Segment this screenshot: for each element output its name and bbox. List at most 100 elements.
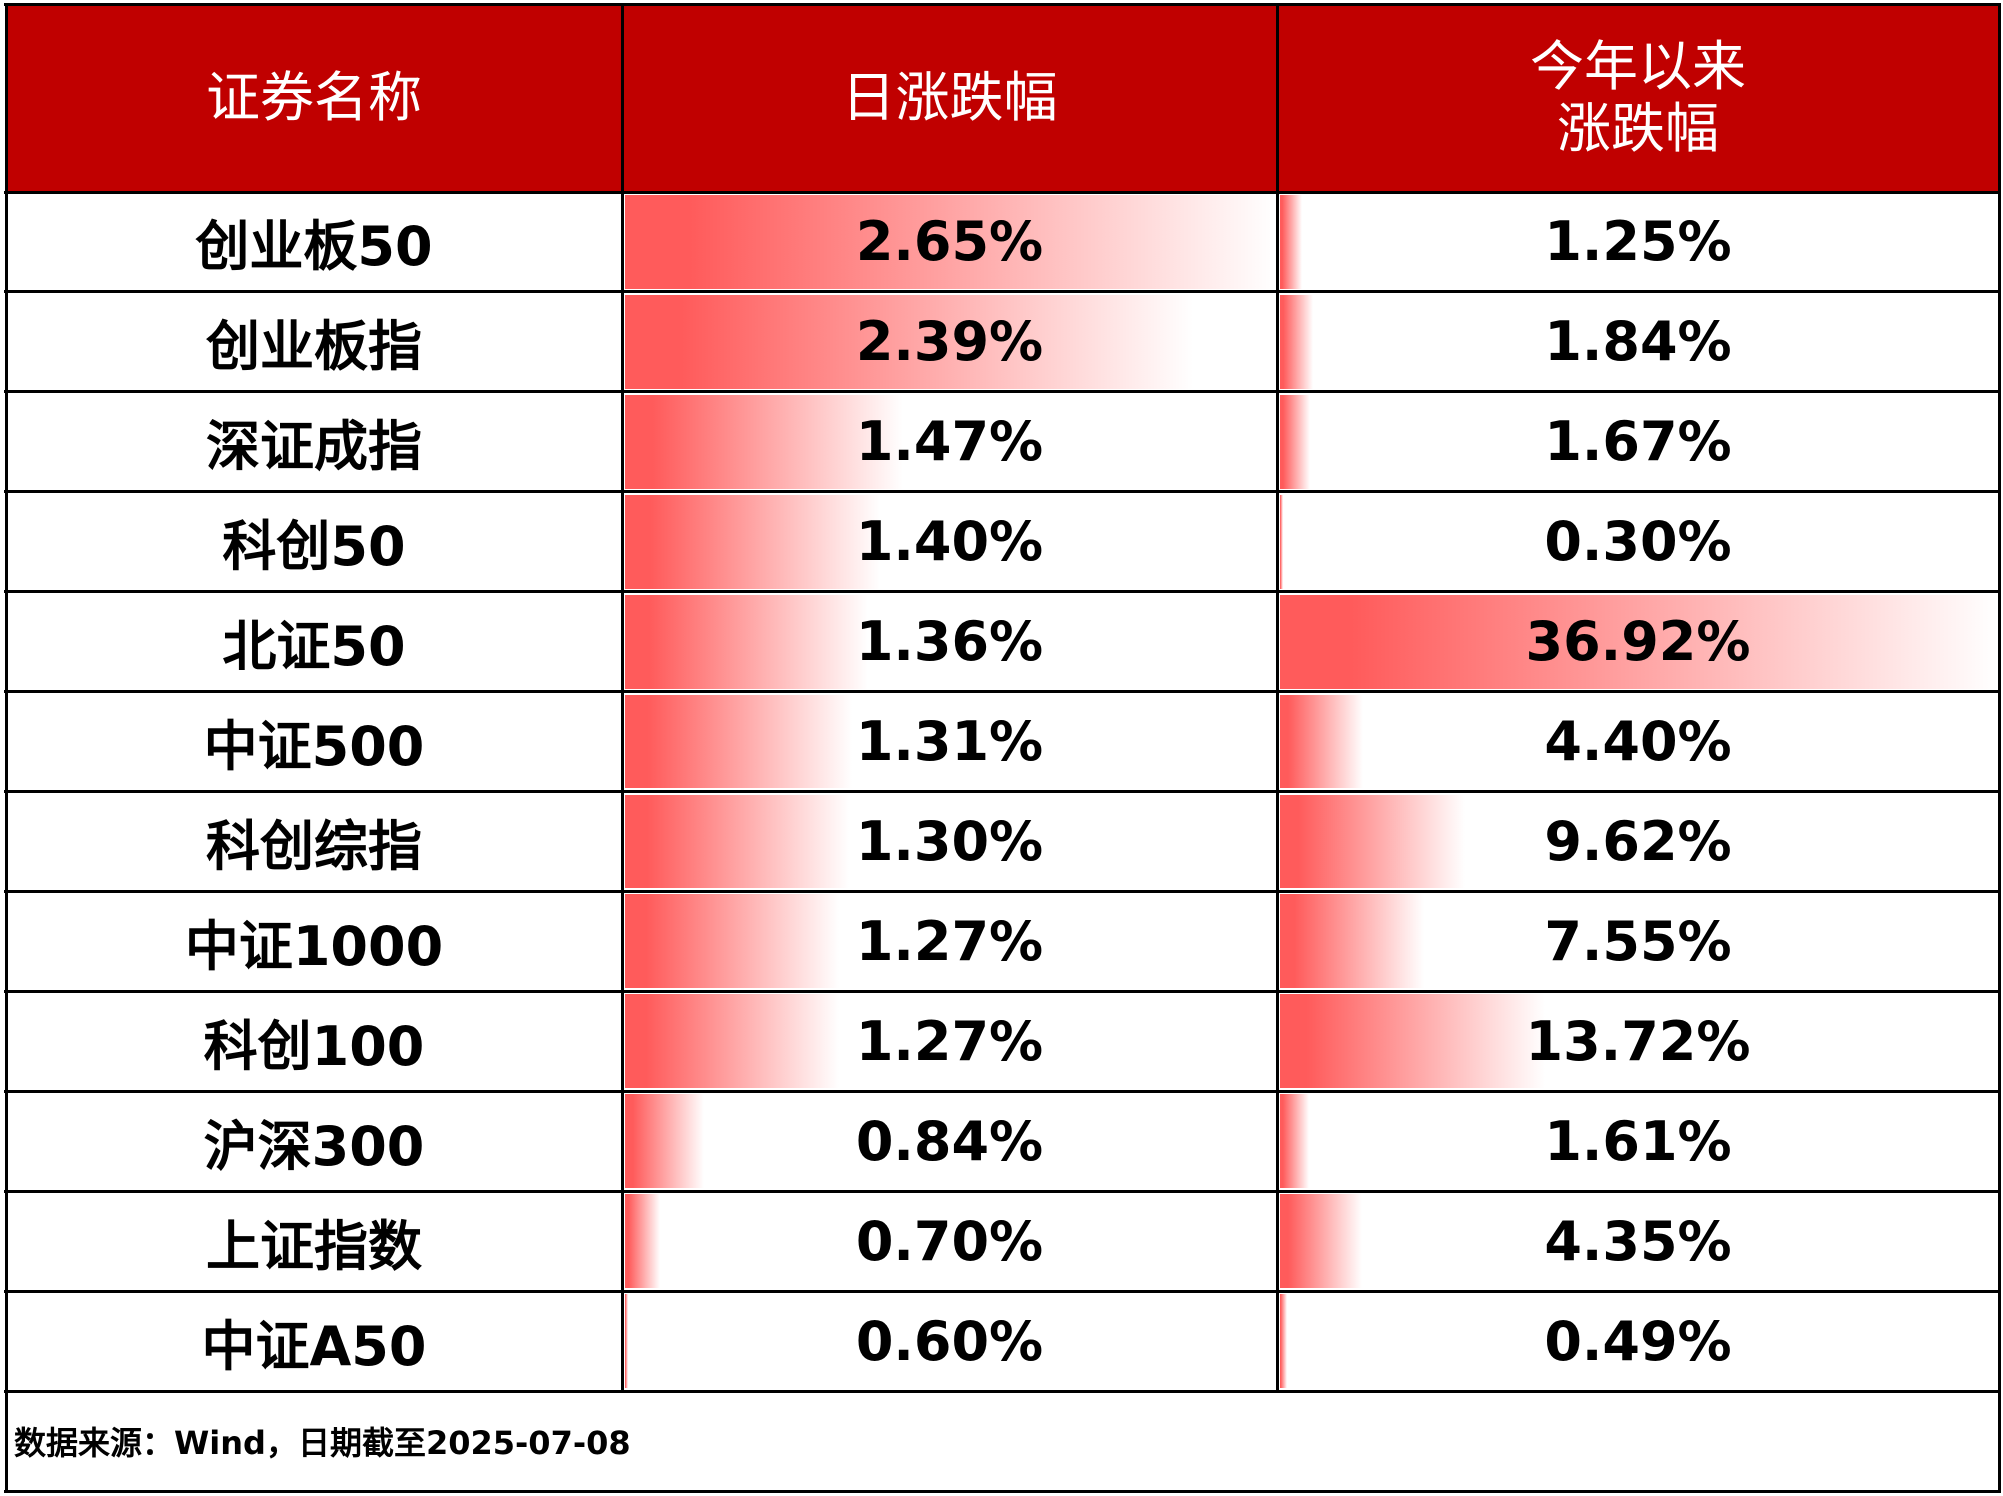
cell-text: 9.62% bbox=[1544, 809, 1732, 873]
body-cell: 36.92% bbox=[1277, 592, 1999, 692]
data-bar bbox=[1280, 394, 1310, 489]
data-bar bbox=[625, 1294, 628, 1388]
body-cell: 创业板50 bbox=[6, 192, 622, 292]
cell-text: 1.47% bbox=[855, 410, 1044, 474]
body-cell: 1.31% bbox=[622, 692, 1277, 792]
cell-text: 0.70% bbox=[855, 1209, 1044, 1273]
cell-text: 36.92% bbox=[1525, 610, 1751, 674]
body-cell: 1.27% bbox=[622, 991, 1277, 1091]
header-text: 日涨跌幅 bbox=[841, 65, 1058, 129]
cell-text: 1.40% bbox=[855, 510, 1044, 574]
body-cell: 0.84% bbox=[622, 1091, 1277, 1191]
data-bar bbox=[1280, 1094, 1309, 1189]
cell-text: 0.49% bbox=[1544, 1309, 1732, 1373]
grid-line bbox=[4, 390, 2001, 394]
body-cell: 北证50 bbox=[6, 592, 622, 692]
body-cell: 2.39% bbox=[622, 292, 1277, 392]
data-bar bbox=[1280, 594, 1997, 689]
body-cell: 0.60% bbox=[622, 1291, 1277, 1391]
body-cell: 7.55% bbox=[1277, 891, 1999, 991]
data-bar bbox=[1280, 294, 1314, 389]
cell-text: 1.67% bbox=[1544, 410, 1732, 474]
cell-text: 1.25% bbox=[1544, 210, 1732, 274]
body-cell: 中证1000 bbox=[6, 891, 622, 991]
data-bar bbox=[625, 594, 868, 689]
data-bar bbox=[625, 294, 1193, 389]
grid-line bbox=[4, 1389, 2001, 1393]
cell-text: 1.27% bbox=[855, 1009, 1044, 1073]
body-cell: 1.61% bbox=[1277, 1091, 1999, 1191]
body-cell: 1.36% bbox=[622, 592, 1277, 692]
cell-text: 中证1000 bbox=[184, 914, 444, 978]
cell-text: 科创50 bbox=[222, 515, 406, 579]
grid-line bbox=[4, 490, 2001, 494]
grid-line bbox=[4, 989, 2001, 993]
cell-text: 沪深300 bbox=[203, 1114, 425, 1178]
data-bar bbox=[625, 1094, 704, 1189]
body-cell: 4.40% bbox=[1277, 692, 1999, 792]
body-cell: 1.40% bbox=[622, 492, 1277, 592]
body-cell: 9.62% bbox=[1277, 792, 1999, 892]
data-bar bbox=[625, 694, 853, 789]
footnote: 数据来源：Wind，日期截至2025-07-08 bbox=[14, 1424, 631, 1462]
cell-text: 北证50 bbox=[222, 615, 406, 679]
header-cell: 日涨跌幅 bbox=[622, 4, 1277, 192]
body-cell: 4.35% bbox=[1277, 1191, 1999, 1291]
cell-text: 创业板50 bbox=[195, 215, 433, 279]
grid-line bbox=[4, 290, 2001, 294]
grid-line bbox=[4, 1189, 2001, 1193]
cell-text: 2.65% bbox=[855, 210, 1044, 274]
cell-text: 科创100 bbox=[203, 1014, 425, 1078]
data-bar bbox=[625, 794, 849, 889]
cell-text: 0.84% bbox=[855, 1109, 1044, 1173]
data-bar bbox=[625, 195, 1275, 289]
body-cell: 1.30% bbox=[622, 792, 1277, 892]
body-cell: 1.47% bbox=[622, 392, 1277, 492]
grid-line bbox=[4, 1489, 2001, 1493]
body-cell: 13.72% bbox=[1277, 991, 1999, 1091]
cell-text: 13.72% bbox=[1525, 1009, 1751, 1073]
grid-line bbox=[4, 790, 2001, 793]
cell-text: 0.30% bbox=[1544, 510, 1732, 574]
header-cell: 证券名称 bbox=[6, 4, 622, 192]
body-cell: 深证成指 bbox=[6, 392, 622, 492]
cell-text: 中证500 bbox=[203, 715, 425, 779]
cell-text: 1.36% bbox=[855, 610, 1044, 674]
body-cell: 沪深300 bbox=[6, 1091, 622, 1191]
data-bar bbox=[625, 394, 903, 489]
grid-line bbox=[4, 2, 2001, 6]
body-cell: 1.67% bbox=[1277, 392, 1999, 492]
body-cell: 上证指数 bbox=[6, 1191, 622, 1291]
grid-line bbox=[4, 590, 2001, 594]
data-bar bbox=[1280, 1294, 1287, 1388]
cell-text: 2.39% bbox=[855, 310, 1044, 374]
cell-text: 1.30% bbox=[855, 809, 1044, 873]
data-bar bbox=[625, 1194, 660, 1289]
grid-line bbox=[4, 1089, 2001, 1093]
body-cell: 0.30% bbox=[1277, 492, 1999, 592]
body-cell: 1.25% bbox=[1277, 192, 1999, 292]
header-text: 今年以来 涨跌幅 bbox=[1530, 34, 1746, 160]
body-cell: 1.84% bbox=[1277, 292, 1999, 392]
body-cell: 中证500 bbox=[6, 692, 622, 792]
cell-text: 7.55% bbox=[1544, 909, 1732, 973]
cell-text: 1.27% bbox=[855, 909, 1044, 973]
body-cell: 科创100 bbox=[6, 991, 622, 1091]
body-cell: 1.27% bbox=[622, 891, 1277, 991]
cell-text: 创业板指 bbox=[206, 315, 422, 379]
header-cell: 今年以来 涨跌幅 bbox=[1277, 4, 1999, 192]
cell-text: 科创综指 bbox=[206, 814, 422, 878]
data-bar bbox=[1280, 894, 1425, 989]
cell-text: 1.31% bbox=[855, 710, 1044, 774]
body-cell: 0.49% bbox=[1277, 1291, 1999, 1391]
body-cell: 2.65% bbox=[622, 192, 1277, 292]
grid-line bbox=[4, 889, 2001, 893]
data-bar bbox=[625, 494, 881, 589]
data-bar bbox=[625, 894, 840, 989]
grid-line bbox=[1275, 4, 1279, 1391]
grid-line bbox=[1997, 4, 2001, 1491]
cell-text: 1.61% bbox=[1544, 1109, 1732, 1173]
grid-line bbox=[4, 690, 2001, 694]
data-bar bbox=[1280, 794, 1465, 889]
